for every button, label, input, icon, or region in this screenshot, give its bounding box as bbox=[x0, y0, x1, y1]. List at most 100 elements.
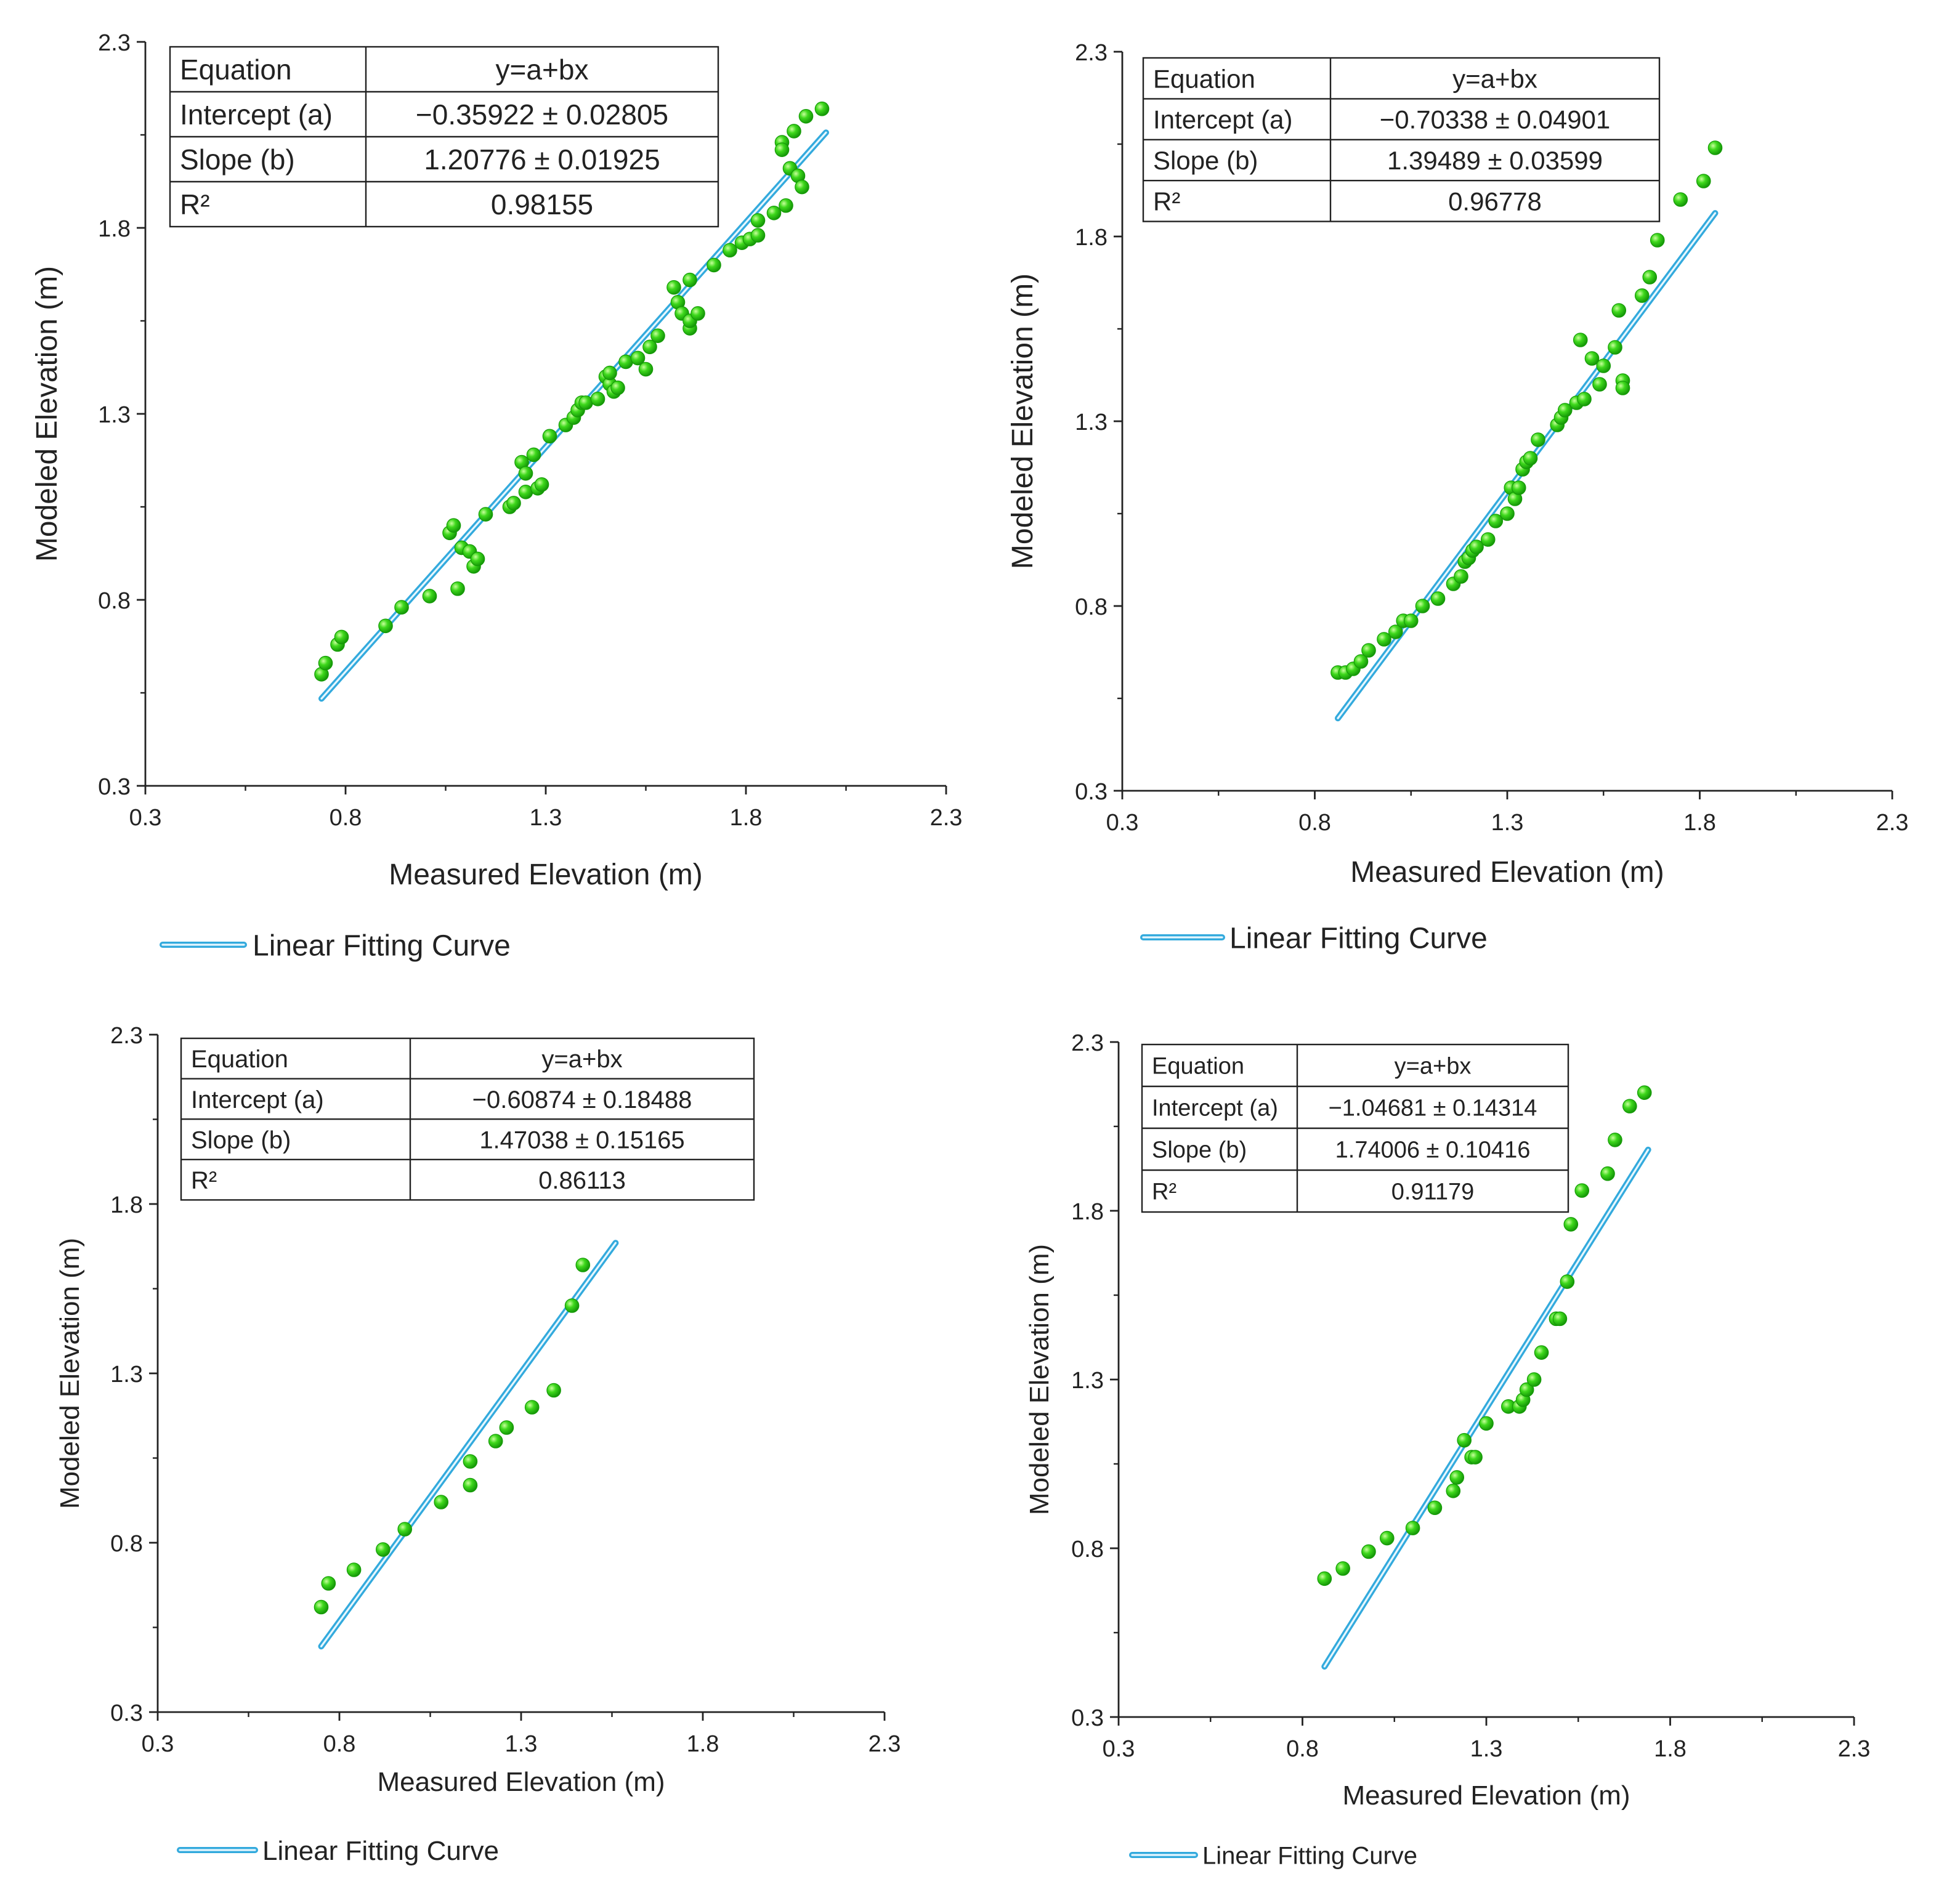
data-point bbox=[1427, 1500, 1443, 1516]
y-axis-label: Modeled Elevation (m) bbox=[55, 1238, 85, 1509]
y-tick-label: 1.3 bbox=[110, 1362, 143, 1388]
data-point bbox=[630, 350, 646, 366]
data-point bbox=[542, 429, 557, 444]
fit-table-equation-label: Equation bbox=[191, 1046, 288, 1073]
data-point bbox=[1637, 1085, 1652, 1100]
fit-table-slope-label: Slope (b) bbox=[1153, 146, 1258, 175]
data-point bbox=[1608, 1133, 1622, 1147]
x-tick-label: 0.3 bbox=[1103, 1736, 1135, 1762]
data-point bbox=[1642, 270, 1658, 285]
data-point bbox=[750, 228, 766, 243]
data-point bbox=[314, 1599, 329, 1615]
data-point bbox=[1469, 539, 1484, 554]
fit-table-r2-label: R² bbox=[180, 188, 210, 220]
fit-table-intercept-value: −0.60874 ± 0.18488 bbox=[472, 1086, 692, 1113]
x-tick-label: 2.3 bbox=[1838, 1736, 1871, 1762]
fit-table-equation-value: y=a+bx bbox=[496, 54, 589, 86]
data-point bbox=[707, 257, 721, 273]
fit-table-intercept-label: Intercept (a) bbox=[1153, 105, 1292, 134]
data-point bbox=[1361, 1544, 1376, 1559]
fit-table-r2-label: R² bbox=[1152, 1179, 1176, 1205]
fit-table-r2-value: 0.96778 bbox=[1448, 187, 1542, 216]
data-point bbox=[1650, 233, 1665, 248]
y-axis-label: Modeled Elevation (m) bbox=[1024, 1244, 1055, 1515]
data-point bbox=[1317, 1571, 1332, 1586]
x-tick-label: 2.3 bbox=[869, 1731, 901, 1757]
panel-top-left: 0.3 0.3 0.8 0.8 1.3 1.3 1.8 1.8 2.3 2.3 Measured E… bbox=[31, 30, 962, 962]
data-point bbox=[1673, 192, 1688, 207]
x-tick-label: 0.3 bbox=[1106, 810, 1139, 836]
fit-table-slope-label: Slope (b) bbox=[180, 143, 295, 176]
data-point bbox=[1531, 432, 1545, 447]
fit-line-highlight bbox=[1323, 1149, 1650, 1668]
x-axis-label: Measured Elevation (m) bbox=[389, 859, 703, 891]
fit-table-equation-label: Equation bbox=[1152, 1054, 1244, 1080]
data-point bbox=[814, 101, 830, 116]
fit-table-equation-value: y=a+bx bbox=[541, 1046, 622, 1073]
fit-table-r2-value: 0.98155 bbox=[491, 188, 593, 220]
legend-label: Linear Fitting Curve bbox=[253, 929, 511, 962]
data-point bbox=[1611, 303, 1627, 318]
data-point bbox=[1584, 351, 1600, 366]
data-point bbox=[650, 328, 665, 343]
data-point bbox=[488, 1434, 503, 1449]
data-point bbox=[1446, 1484, 1461, 1498]
y-tick-label: 1.8 bbox=[98, 216, 131, 242]
panel-top-right: 0.3 0.3 0.8 0.8 1.3 1.3 1.8 1.8 2.3 2.3 Measured E… bbox=[1006, 40, 1908, 955]
fit-table-slope-value: 1.20776 ± 0.01925 bbox=[424, 143, 660, 176]
x-tick-label: 1.8 bbox=[1654, 1736, 1687, 1762]
data-point bbox=[1534, 1345, 1549, 1360]
data-point bbox=[638, 362, 654, 377]
data-point bbox=[690, 306, 705, 321]
data-point bbox=[524, 1400, 540, 1415]
x-axis-label: Measured Elevation (m) bbox=[377, 1767, 665, 1797]
data-point bbox=[602, 365, 617, 381]
data-point bbox=[774, 142, 790, 157]
data-point bbox=[446, 518, 461, 533]
data-point bbox=[1563, 1217, 1579, 1232]
data-point bbox=[1353, 654, 1369, 669]
data-point bbox=[1454, 569, 1468, 584]
y-tick-label: 0.3 bbox=[110, 1700, 143, 1726]
data-point bbox=[1449, 1470, 1465, 1485]
y-tick-label: 1.8 bbox=[110, 1192, 143, 1218]
data-point bbox=[798, 109, 814, 124]
data-point bbox=[546, 1383, 561, 1398]
y-axis-label: Modeled Elevation (m) bbox=[1006, 273, 1039, 569]
data-point bbox=[1600, 1166, 1615, 1181]
fit-table-equation-value: y=a+bx bbox=[1395, 1054, 1472, 1080]
fit-table-intercept-value: −0.35922 ± 0.02805 bbox=[416, 99, 668, 131]
y-axis-label: Modeled Elevation (m) bbox=[31, 266, 63, 562]
y-tick-label: 2.3 bbox=[110, 1023, 143, 1049]
x-tick-label: 0.8 bbox=[323, 1731, 356, 1757]
panel-bottom-right: 0.3 0.3 0.8 0.8 1.3 1.3 1.8 1.8 2.3 2.3 Measured E… bbox=[1024, 1030, 1870, 1869]
fit-table-equation-label: Equation bbox=[1153, 64, 1255, 93]
data-point bbox=[478, 507, 493, 522]
fit-table-slope-value: 1.74006 ± 0.10416 bbox=[1335, 1137, 1531, 1163]
data-point bbox=[1468, 1450, 1483, 1465]
data-point bbox=[470, 551, 485, 567]
data-point bbox=[682, 272, 697, 288]
data-point bbox=[564, 1298, 580, 1313]
y-tick-label: 1.8 bbox=[1075, 225, 1108, 251]
x-tick-label: 0.8 bbox=[1286, 1736, 1319, 1762]
data-point bbox=[642, 339, 657, 355]
data-point bbox=[1335, 1561, 1350, 1576]
y-tick-label: 2.3 bbox=[1071, 1030, 1104, 1056]
data-point bbox=[1523, 451, 1538, 466]
data-point bbox=[321, 1576, 336, 1591]
fit-table-slope-label: Slope (b) bbox=[1152, 1137, 1247, 1163]
x-tick-label: 1.8 bbox=[730, 805, 763, 831]
data-point bbox=[450, 581, 465, 596]
x-tick-label: 1.3 bbox=[530, 805, 562, 831]
data-point bbox=[1560, 1274, 1575, 1289]
data-point bbox=[1577, 392, 1592, 406]
legend-label: Linear Fitting Curve bbox=[1229, 922, 1488, 955]
x-tick-label: 1.8 bbox=[687, 1731, 719, 1757]
x-axis-label: Measured Elevation (m) bbox=[1342, 1780, 1630, 1811]
data-point bbox=[463, 1454, 478, 1469]
data-point bbox=[750, 213, 766, 228]
x-tick-label: 0.8 bbox=[330, 805, 362, 831]
data-point bbox=[1592, 377, 1607, 392]
